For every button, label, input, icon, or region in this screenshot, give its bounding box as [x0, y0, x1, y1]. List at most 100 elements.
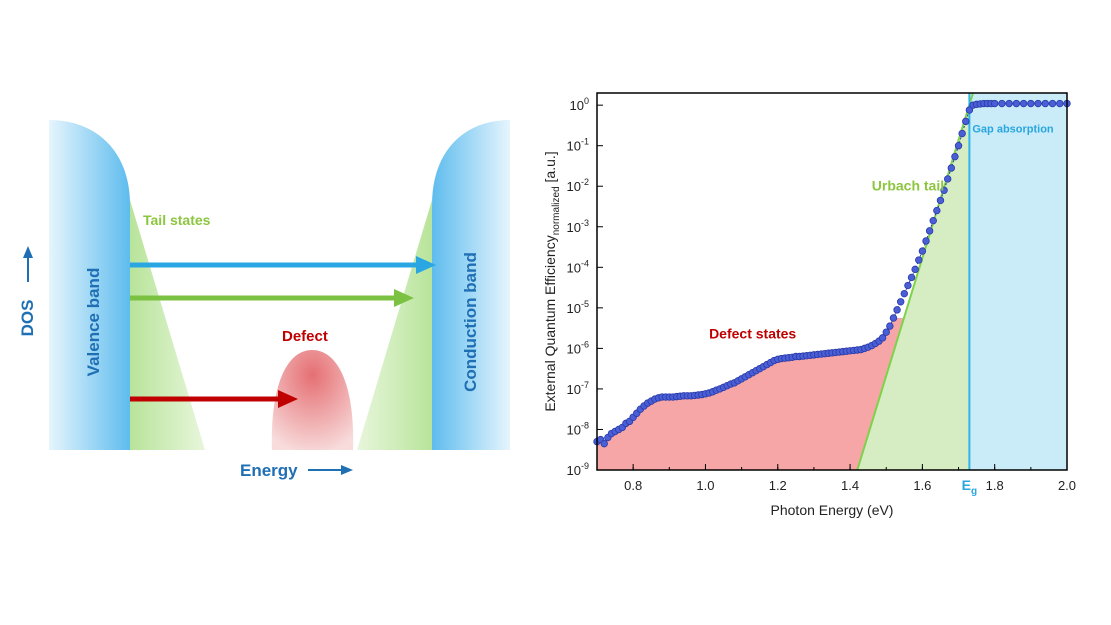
y-tick-base: 10 [567, 301, 581, 316]
data-point [929, 216, 937, 225]
x-tick-label: 1.0 [696, 478, 714, 493]
arrow-tail [130, 289, 414, 307]
y-tick-label: 100 [570, 96, 589, 113]
chart-region-fills [597, 93, 1067, 470]
data-point [940, 186, 948, 194]
data-point [918, 247, 927, 255]
band-diagram: Valence band Conduction band Tail states… [18, 120, 510, 480]
gap-absorption-annotation: Gap absorption [972, 124, 1054, 136]
data-point [1056, 99, 1064, 108]
y-tick-base: 10 [567, 463, 581, 478]
y-tick-exponent: 0 [584, 96, 589, 106]
y-axis-label-main: External Quantum Efficiency [542, 235, 558, 411]
data-point [998, 99, 1006, 108]
data-point [882, 328, 890, 336]
x-tick-label: 1.2 [769, 478, 787, 493]
y-tick-exponent: -1 [581, 137, 589, 147]
defect-label: Defect [282, 328, 328, 345]
x-tick-label: 1.6 [913, 478, 931, 493]
conduction-band-label: Conduction band [461, 252, 480, 392]
y-tick-exponent: -3 [581, 218, 589, 228]
data-point [911, 265, 919, 274]
y-tick-exponent: -6 [581, 339, 589, 349]
y-tick-base: 10 [567, 220, 581, 235]
x-axis-label: Photon Energy (eV) [771, 502, 894, 518]
data-point [896, 298, 905, 306]
y-tick-label: 10-6 [567, 339, 589, 356]
y-tick-exponent: -2 [581, 177, 589, 187]
y-tick-label: 10-9 [567, 461, 589, 478]
data-point [600, 439, 608, 448]
conduction-band-shape [432, 120, 510, 450]
urbach-tail-annotation: Urbach tail [872, 177, 944, 193]
gap-absorption-region [969, 93, 1067, 470]
data-point [936, 196, 945, 205]
data-point [907, 273, 916, 282]
valence-band-shape [49, 120, 130, 450]
dos-label: DOS [18, 300, 37, 337]
plot-frame [596, 92, 1068, 471]
y-tick-label: 10-2 [567, 177, 589, 194]
eg-label: Eg [962, 477, 977, 497]
arrow-gap [130, 256, 436, 274]
y-tick-exponent: -9 [581, 461, 589, 471]
x-tick-label: 0.8 [624, 478, 642, 493]
x-tick-label: 1.8 [986, 478, 1004, 493]
y-tick-base: 10 [567, 341, 581, 356]
data-point [1019, 99, 1028, 108]
y-tick-exponent: -4 [581, 258, 589, 268]
valence-tail-shape [130, 200, 205, 450]
data-point [922, 237, 930, 245]
data-point [925, 227, 934, 235]
y-tick-exponent: -5 [581, 299, 589, 309]
data-point [1005, 99, 1013, 108]
x-tick-label: 1.4 [841, 478, 859, 493]
data-point [1027, 99, 1035, 108]
data-point [933, 206, 941, 215]
y-tick-label: 10-8 [567, 420, 589, 437]
y-tick-label: 10-7 [567, 380, 589, 397]
y-tick-base: 10 [567, 179, 581, 194]
y-tick-exponent: -7 [581, 380, 589, 390]
data-point [951, 152, 959, 161]
tail-states-label: Tail states [143, 212, 211, 228]
data-point [1041, 99, 1050, 108]
x-tick-label: 2.0 [1058, 478, 1076, 493]
eg-label-main: E [962, 477, 971, 493]
data-point [893, 306, 901, 314]
data-point [878, 334, 887, 342]
y-tick-base: 10 [567, 382, 581, 397]
energy-arrow [308, 465, 353, 475]
data-point [1034, 99, 1042, 108]
data-point [889, 314, 898, 322]
data-point [947, 164, 956, 172]
conduction-tail-shape [357, 200, 432, 450]
data-point [962, 117, 970, 126]
y-tick-label: 10-4 [567, 258, 589, 275]
data-point [900, 289, 909, 298]
y-tick-base: 10 [567, 422, 581, 437]
y-tick-label: 10-3 [567, 218, 589, 235]
defect-states-annotation: Defect states [709, 325, 796, 341]
y-tick-label: 10-5 [567, 299, 589, 316]
y-axis-label-sub: normalized [551, 186, 562, 235]
eqe-chart: 0.8 1.0 1.2 1.4 1.6 1.8 2.0 10010-110-210-310-… [542, 92, 1076, 518]
data-point [1048, 99, 1057, 108]
data-point [886, 322, 894, 330]
arrow-defect [130, 390, 298, 408]
dos-arrow [23, 246, 33, 282]
data-point [904, 281, 912, 290]
y-tick-exponent: -8 [581, 420, 589, 430]
y-tick-base: 10 [567, 260, 581, 275]
y-tick-label: 10-1 [567, 137, 589, 154]
data-point [954, 141, 963, 150]
x-axis-ticks: 0.8 1.0 1.2 1.4 1.6 1.8 2.0 [596, 464, 1076, 493]
data-point [915, 256, 923, 264]
energy-label: Energy [240, 461, 298, 480]
valence-band-label: Valence band [84, 268, 103, 377]
data-points [593, 99, 1071, 448]
defect-shape [271, 350, 354, 450]
eg-label-sub: g [971, 486, 977, 497]
